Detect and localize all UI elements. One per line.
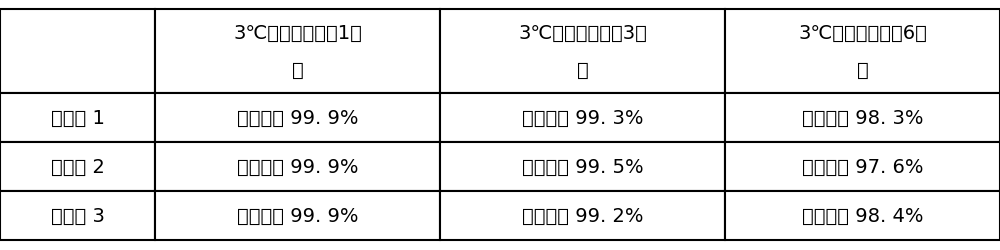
Bar <box>155 94 440 142</box>
Bar <box>0 191 155 240</box>
Bar <box>155 191 440 240</box>
Bar <box>440 10 725 94</box>
Bar <box>725 191 1000 240</box>
Bar <box>0 10 155 94</box>
Bar <box>155 10 440 94</box>
Text: 菌种活性 99. 9%: 菌种活性 99. 9% <box>237 158 358 176</box>
Text: 菌种活性 99. 9%: 菌种活性 99. 9% <box>237 206 358 225</box>
Text: 3℃条件下，保存6个
月: 3℃条件下，保存6个 月 <box>798 24 927 80</box>
Bar <box>0 142 155 191</box>
Bar <box>725 94 1000 142</box>
Text: 菌种活性 97. 6%: 菌种活性 97. 6% <box>802 158 923 176</box>
Bar <box>440 94 725 142</box>
Text: 菌种活性 98. 3%: 菌种活性 98. 3% <box>802 109 923 128</box>
Bar <box>440 191 725 240</box>
Text: 3℃条件下，保存3个
月: 3℃条件下，保存3个 月 <box>518 24 647 80</box>
Text: 菌种活性 99. 2%: 菌种活性 99. 2% <box>522 206 643 225</box>
Text: 3℃条件下，保存1个
月: 3℃条件下，保存1个 月 <box>233 24 362 80</box>
Bar <box>440 142 725 191</box>
Bar <box>0 94 155 142</box>
Bar <box>725 142 1000 191</box>
Text: 实施例 2: 实施例 2 <box>51 158 104 176</box>
Text: 菌种活性 99. 3%: 菌种活性 99. 3% <box>522 109 643 128</box>
Text: 菌种活性 99. 9%: 菌种活性 99. 9% <box>237 109 358 128</box>
Text: 菌种活性 99. 5%: 菌种活性 99. 5% <box>522 158 643 176</box>
Text: 菌种活性 98. 4%: 菌种活性 98. 4% <box>802 206 923 225</box>
Bar <box>725 10 1000 94</box>
Text: 实施例 3: 实施例 3 <box>51 206 104 225</box>
Bar <box>155 142 440 191</box>
Text: 实施例 1: 实施例 1 <box>51 109 104 128</box>
